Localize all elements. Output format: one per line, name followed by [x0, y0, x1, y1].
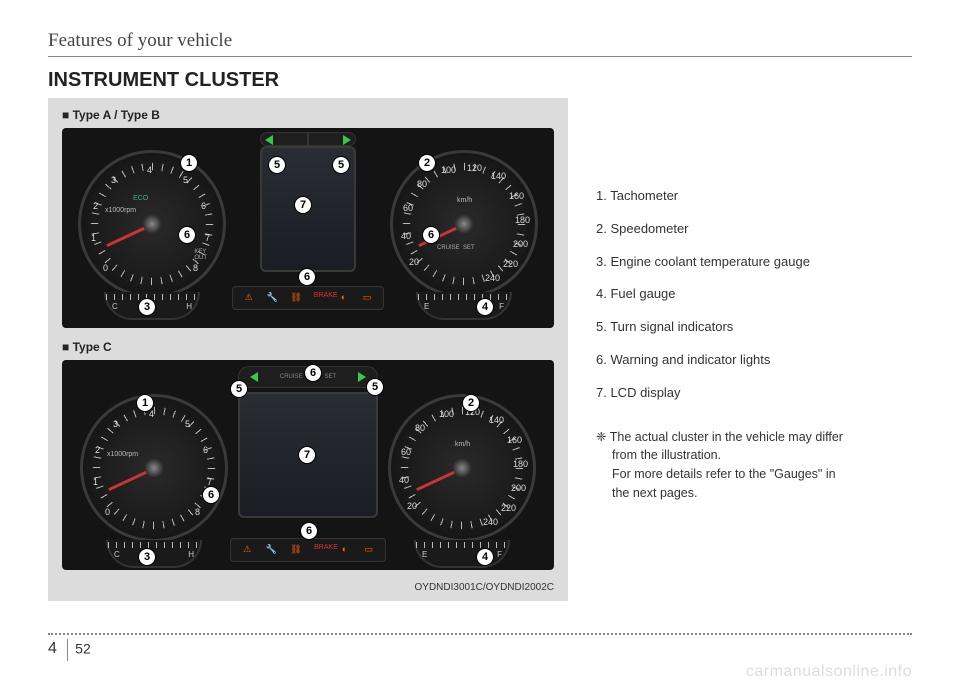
type-ab-label: ■ Type A / Type B — [62, 108, 554, 122]
legend-note: ❈ The actual cluster in the vehicle may … — [596, 428, 912, 503]
battery-icon: ▭ — [361, 292, 373, 304]
legend-item: 1. Tachometer — [596, 186, 912, 207]
fuel-gauge: E F — [416, 292, 512, 320]
callout-4: 4 — [476, 548, 494, 566]
figure-code: OYDNDI3001C/OYDNDI2002C — [62, 582, 554, 593]
legend-column: 1. Tachometer 2. Speedometer 3. Engine c… — [596, 98, 912, 601]
page-footer: 4 52 — [48, 633, 912, 661]
turn-left-icon — [265, 135, 273, 145]
warning-strip: ⚠ 🔧 ⛓ BRAKE ◐ ▭ — [230, 538, 386, 562]
warning-icon: ⚠ — [243, 292, 255, 304]
legend-item: 3. Engine coolant temperature gauge — [596, 252, 912, 273]
watermark: carmanualsonline.info — [746, 663, 912, 681]
fuel-gauge: E F — [414, 540, 510, 568]
speedometer-gauge: km/h 20 40 60 80 100 120 140 160 180 200… — [390, 150, 538, 298]
oil-icon: 🔧 — [266, 292, 278, 304]
page-number: 52 — [75, 640, 91, 656]
callout-5: 5 — [268, 156, 286, 174]
callout-5: 5 — [230, 380, 248, 398]
section-title: INSTRUMENT CLUSTER — [48, 69, 912, 92]
battery-icon: ▭ — [363, 544, 375, 556]
callout-3: 3 — [138, 298, 156, 316]
callout-5: 5 — [332, 156, 350, 174]
seatbelt-icon: ⛓ — [290, 544, 302, 556]
cluster-type-c: x1000rpm 0 1 2 3 4 5 6 7 8 — [62, 360, 554, 570]
legend-item: 7. LCD display — [596, 383, 912, 404]
callout-5: 5 — [366, 378, 384, 396]
type-c-label: ■ Type C — [62, 340, 554, 354]
legend-item: 6. Warning and indicator lights — [596, 350, 912, 371]
warning-icon: ⚠ — [241, 544, 253, 556]
callout-2: 2 — [462, 394, 480, 412]
callout-6: 6 — [178, 226, 196, 244]
airbag-icon: ◐ — [338, 544, 350, 556]
callout-7: 7 — [298, 446, 316, 464]
seatbelt-icon: ⛓ — [290, 292, 302, 304]
callout-6: 6 — [304, 364, 322, 382]
callout-4: 4 — [476, 298, 494, 316]
chapter-number: 4 — [48, 640, 57, 657]
callout-6: 6 — [422, 226, 440, 244]
callout-7: 7 — [294, 196, 312, 214]
turn-signal-right-panel — [308, 132, 356, 146]
tachometer-gauge: x1000rpm 0 1 2 3 4 5 6 7 8 ECO — [78, 150, 226, 298]
brake-icon: BRAKE — [314, 292, 326, 304]
callout-1: 1 — [136, 394, 154, 412]
turn-right-icon — [343, 135, 351, 145]
legend-item: 4. Fuel gauge — [596, 284, 912, 305]
figure-panel: ■ Type A / Type B x1000rpm 0 1 2 3 4 5 6 — [48, 98, 568, 601]
callout-6: 6 — [202, 486, 220, 504]
warning-strip: ⚠ 🔧 ⛓ BRAKE ◐ ▭ — [232, 286, 384, 310]
legend-item: 2. Speedometer — [596, 219, 912, 240]
page-header: Features of your vehicle — [48, 30, 912, 57]
header-section: Features of your vehicle — [48, 30, 232, 51]
turn-right-icon — [358, 372, 366, 382]
brake-icon: BRAKE — [314, 544, 326, 556]
speedometer-gauge: km/h 20 40 60 80 100 120 140 160 180 200… — [388, 394, 536, 542]
legend-item: 5. Turn signal indicators — [596, 317, 912, 338]
tachometer-gauge: x1000rpm 0 1 2 3 4 5 6 7 8 — [80, 394, 228, 542]
callout-6: 6 — [298, 268, 316, 286]
callout-2: 2 — [418, 154, 436, 172]
turn-left-icon — [250, 372, 258, 382]
turn-signal-left-panel — [260, 132, 308, 146]
callout-6: 6 — [300, 522, 318, 540]
airbag-icon: ◐ — [337, 292, 349, 304]
callout-3: 3 — [138, 548, 156, 566]
callout-1: 1 — [180, 154, 198, 172]
oil-icon: 🔧 — [265, 544, 277, 556]
cluster-type-ab: x1000rpm 0 1 2 3 4 5 6 7 8 ECO — [62, 128, 554, 328]
